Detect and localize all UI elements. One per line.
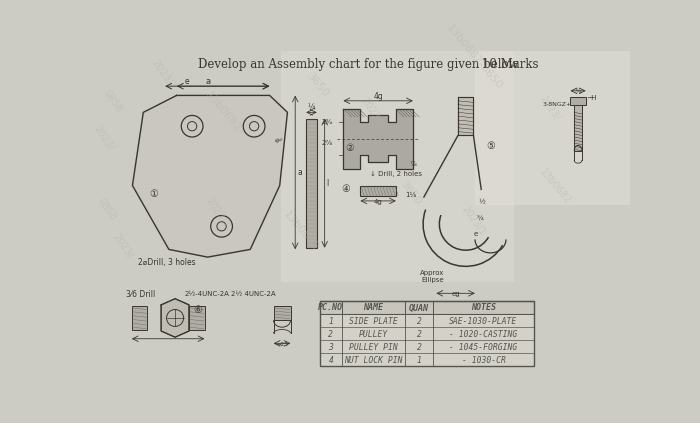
Text: PULLEY PIN: PULLEY PIN (349, 343, 398, 352)
Polygon shape (132, 96, 288, 257)
Text: 13b0682-: 13b0682- (204, 90, 246, 137)
Text: SIDE PLATE: SIDE PLATE (349, 316, 398, 326)
Polygon shape (343, 109, 413, 169)
Polygon shape (458, 97, 473, 135)
Text: eg: eg (452, 291, 460, 297)
Text: ─H: ─H (587, 95, 597, 101)
Text: 3650: 3650 (398, 179, 424, 207)
Text: ¾: ¾ (477, 215, 484, 221)
Text: 2: 2 (328, 330, 333, 339)
Text: - 1045-FORGING: - 1045-FORGING (449, 343, 518, 352)
Text: ⌀²: ⌀² (274, 137, 283, 146)
Text: a: a (298, 168, 302, 177)
Bar (320, 340, 534, 353)
Text: ⑥: ⑥ (194, 305, 202, 315)
Polygon shape (161, 299, 189, 337)
Text: 1: 1 (416, 356, 421, 365)
Text: ④: ④ (342, 184, 351, 194)
Bar (132, 306, 147, 330)
Text: - 1030-CR: - 1030-CR (461, 356, 505, 365)
Text: 1: 1 (328, 316, 333, 326)
Bar (570, 97, 586, 104)
Text: 2023/1: 2023/1 (358, 96, 386, 130)
Text: ⅞: ⅞ (409, 161, 416, 167)
Text: 2023/: 2023/ (111, 232, 135, 261)
Bar (320, 314, 534, 327)
Bar (274, 306, 290, 320)
Text: ¼: ¼ (308, 103, 315, 112)
Text: 13b0682: 13b0682 (537, 167, 573, 207)
Text: 4g: 4g (374, 199, 382, 205)
Text: 2⅞: 2⅞ (321, 140, 332, 146)
Text: ②: ② (346, 143, 354, 153)
Text: QUAN: QUAN (410, 303, 429, 313)
Text: 2½ 4UNC-2A: 2½ 4UNC-2A (231, 291, 276, 297)
Bar (320, 327, 534, 340)
Text: e: e (473, 231, 477, 236)
Bar (189, 306, 204, 330)
Text: NAME: NAME (363, 303, 384, 313)
Text: ↓ Drill, 2 holes: ↓ Drill, 2 holes (370, 171, 422, 177)
Text: ①: ① (149, 189, 158, 199)
Text: NOTES: NOTES (471, 303, 496, 313)
Text: 2⌀Drill, 3 holes: 2⌀Drill, 3 holes (138, 258, 195, 267)
Bar (360, 186, 396, 196)
Text: l: l (326, 179, 328, 188)
Text: 13b0682-3650: 13b0682-3650 (444, 22, 504, 91)
Text: 4: 4 (328, 356, 333, 365)
Text: 2: 2 (416, 343, 421, 352)
Text: Approx
Ellipse: Approx Ellipse (420, 270, 444, 283)
Text: 4g: 4g (373, 91, 383, 101)
Text: →25: →25 (276, 343, 288, 347)
Text: 3⁄6 Drill: 3⁄6 Drill (126, 290, 155, 299)
Text: 2½-4UNC-2A: 2½-4UNC-2A (184, 291, 230, 297)
Bar (320, 301, 534, 366)
Text: PULLEY: PULLEY (359, 330, 388, 339)
Text: - 1020-CASTING: - 1020-CASTING (449, 330, 518, 339)
Text: 3-8NGZ+: 3-8NGZ+ (542, 102, 572, 107)
Bar (306, 118, 317, 248)
Text: 10 Marks: 10 Marks (482, 58, 538, 71)
Bar (320, 301, 534, 314)
Text: 0858: 0858 (95, 196, 118, 222)
Text: 2023/1: 2023/1 (204, 196, 232, 230)
Text: SAE-1030-PLATE: SAE-1030-PLATE (449, 316, 518, 326)
Text: PC.NO: PC.NO (318, 303, 344, 313)
Text: 13b0682: 13b0682 (281, 209, 321, 253)
Text: 3650: 3650 (304, 71, 330, 99)
Bar (320, 353, 534, 366)
Text: 2⅜: 2⅜ (321, 119, 332, 125)
Text: ¾: ¾ (575, 88, 582, 94)
Text: 2023/: 2023/ (537, 93, 561, 122)
Text: Develop an Assembly chart for the figure given below: Develop an Assembly chart for the figure… (198, 58, 519, 71)
Text: 2023/1: 2023/1 (150, 58, 177, 91)
Text: NUT LOCK PIN: NUT LOCK PIN (344, 356, 402, 365)
Text: 2: 2 (416, 330, 421, 339)
Text: ⑤: ⑤ (486, 141, 496, 151)
Text: 1⅛: 1⅛ (405, 192, 416, 198)
Text: 2023/: 2023/ (92, 124, 116, 153)
Bar (281, 51, 514, 282)
Text: a: a (205, 77, 210, 86)
Text: e: e (184, 77, 189, 86)
Text: ½: ½ (479, 200, 486, 206)
Text: 0858: 0858 (102, 88, 124, 114)
Text: 2: 2 (416, 316, 421, 326)
Text: 3: 3 (328, 343, 333, 352)
Text: 2023/1: 2023/1 (459, 204, 487, 238)
Bar (475, 51, 630, 205)
Bar (574, 104, 582, 151)
